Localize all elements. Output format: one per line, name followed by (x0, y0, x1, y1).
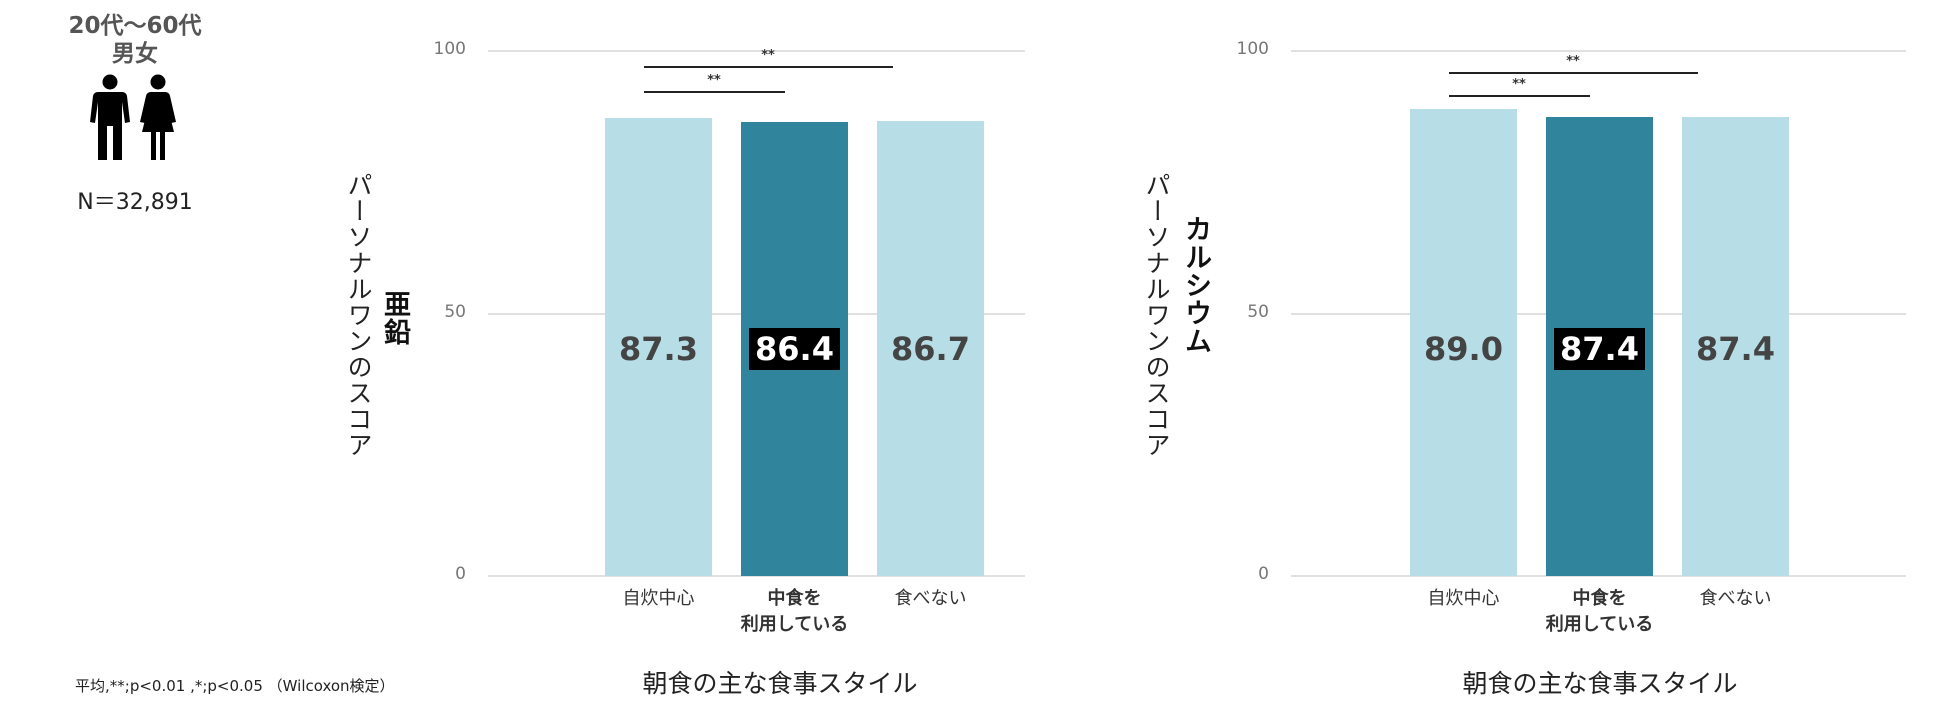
gridline (1291, 50, 1906, 52)
x-axis-title: 朝食の主な食事スタイル (642, 669, 918, 698)
y-axis-title-nutrient: 亜鉛 (379, 290, 410, 346)
bar (605, 117, 712, 576)
y-tick-label: 50 (1247, 301, 1269, 322)
bar (1410, 108, 1517, 576)
significance-bar (643, 91, 785, 93)
value-label: 86.7 (891, 330, 970, 368)
significance-label: ** (1512, 77, 1526, 92)
value-label: 86.4 (749, 328, 840, 370)
footnote: 平均,**;p<0.01 ,*;p<0.05 （Wilcoxon検定） (75, 677, 395, 695)
value-label-wrap: 87.4 (1546, 328, 1653, 370)
value-label-wrap: 89.0 (1410, 330, 1517, 368)
significance-bar (643, 66, 893, 68)
category-label: 中食を 利用している (1545, 588, 1654, 635)
y-tick-label: 100 (433, 39, 466, 59)
value-label: 87.3 (619, 330, 698, 368)
y-tick-label: 0 (455, 564, 466, 584)
significance-label: ** (707, 73, 721, 88)
value-label-wrap: 87.4 (1682, 330, 1789, 368)
value-label-wrap: 86.7 (877, 330, 984, 368)
category-label: 食べない (894, 588, 967, 609)
man-woman-icon (90, 74, 176, 160)
significance-label: ** (1566, 54, 1580, 69)
category-label: 中食を 利用している (740, 588, 849, 635)
gridline (1291, 575, 1906, 577)
gridline (488, 50, 1025, 52)
y-tick-label: 100 (1236, 39, 1269, 59)
significance-label: ** (761, 48, 775, 63)
value-label: 89.0 (1424, 330, 1503, 368)
significance-bar (1448, 95, 1590, 97)
y-tick-label: 0 (1258, 564, 1269, 584)
value-label-wrap: 87.3 (605, 330, 712, 368)
significance-bar (1448, 72, 1698, 74)
y-axis-title: パーソナルワンのスコア (344, 172, 373, 458)
value-label: 87.4 (1696, 330, 1775, 368)
sample-size: N＝32,891 (77, 190, 193, 215)
y-axis-title-nutrient: カルシウム (1180, 215, 1211, 355)
bar (877, 120, 984, 576)
y-axis-title: パーソナルワンのスコア (1142, 172, 1171, 458)
value-label: 87.4 (1554, 328, 1645, 370)
category-label: 自炊中心 (622, 588, 695, 609)
age-range-label: 20代～60代 (68, 13, 202, 39)
x-axis-title: 朝食の主な食事スタイル (1462, 669, 1738, 698)
gender-label: 男女 (112, 41, 158, 67)
value-label-wrap: 86.4 (741, 328, 848, 370)
category-label: 自炊中心 (1427, 588, 1500, 609)
category-label: 食べない (1699, 588, 1772, 609)
bar (1682, 117, 1789, 576)
gridline (488, 575, 1025, 577)
y-tick-label: 50 (444, 301, 466, 322)
